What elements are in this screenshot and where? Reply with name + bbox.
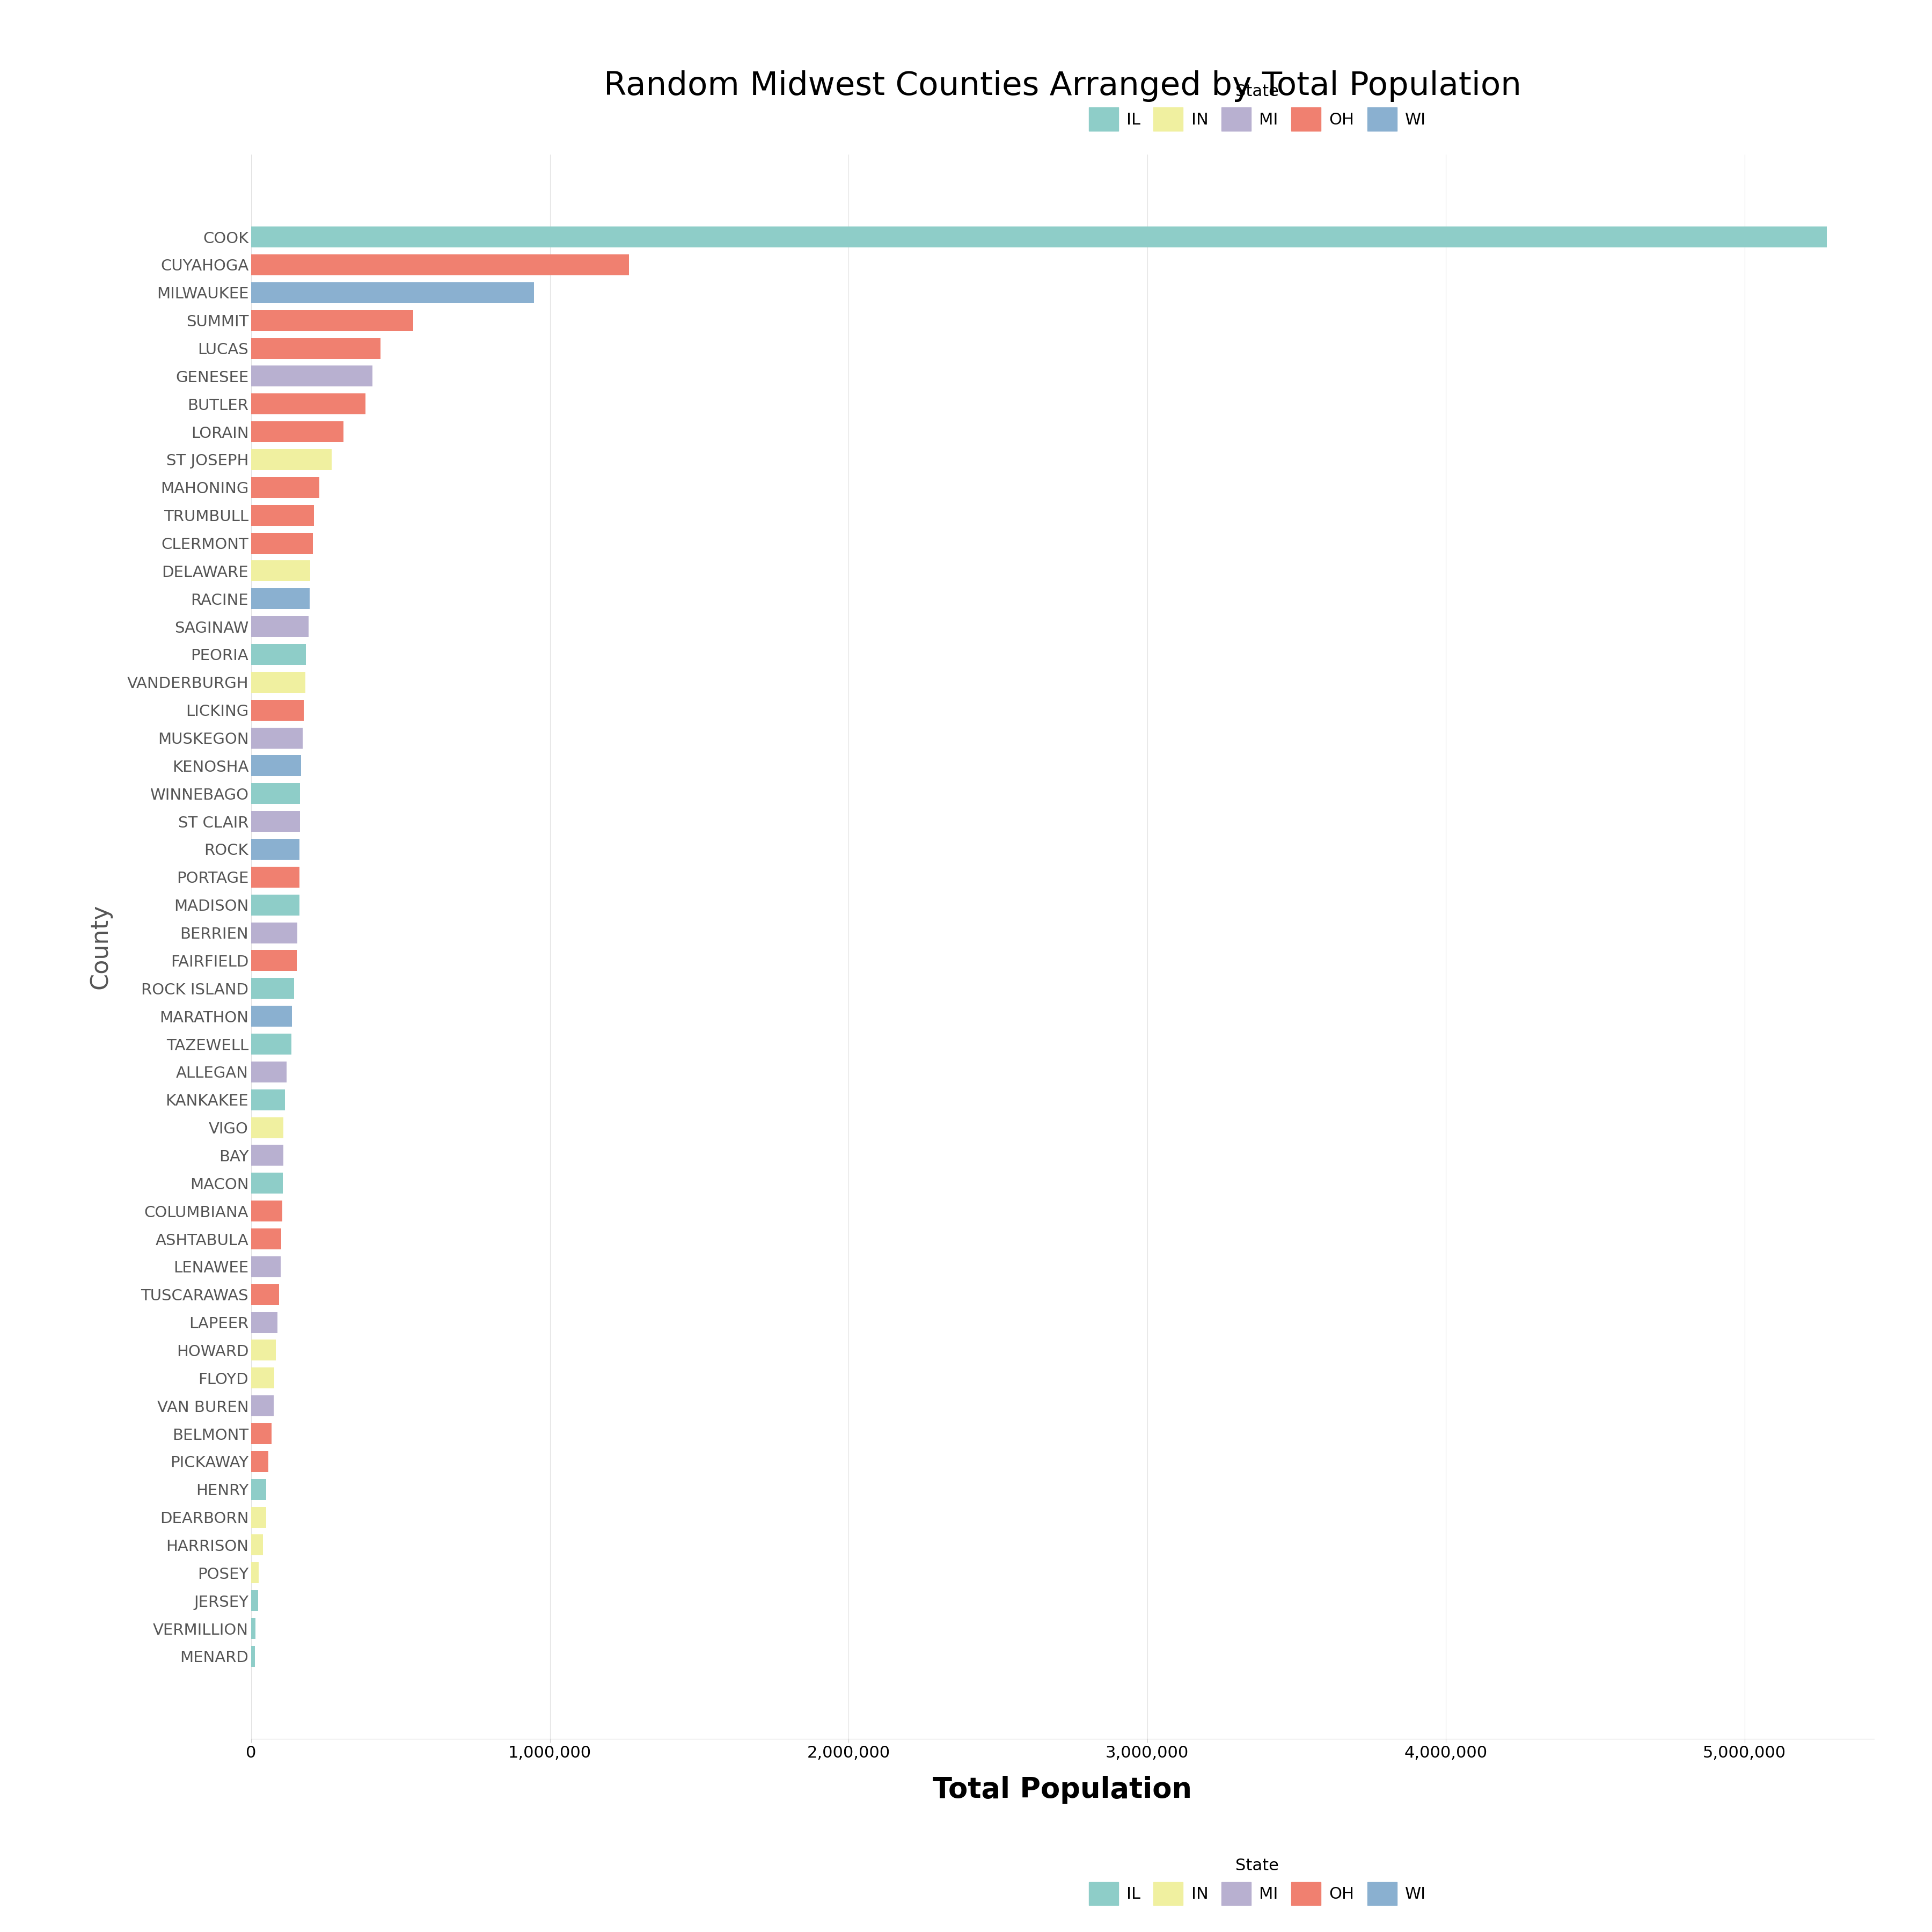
Bar (251, 1229, 282, 1250)
Bar (251, 1173, 282, 1194)
Bar (251, 1534, 263, 1555)
Title: Random Midwest Counties Arranged by Total Population: Random Midwest Counties Arranged by Tota… (603, 70, 1522, 102)
Bar (251, 1061, 286, 1082)
Bar (251, 1256, 280, 1277)
Bar (251, 1312, 278, 1333)
Bar (251, 421, 344, 442)
Bar (251, 1285, 278, 1304)
Bar (251, 755, 301, 777)
Bar (251, 226, 1828, 247)
Bar (251, 728, 303, 748)
Bar (251, 811, 299, 833)
Bar (251, 589, 309, 609)
Bar (251, 672, 305, 694)
Bar (251, 978, 294, 999)
Bar (251, 477, 319, 498)
Bar (251, 1007, 292, 1026)
Y-axis label: County: County (89, 904, 112, 989)
X-axis label: Total Population: Total Population (933, 1776, 1192, 1803)
Bar (251, 1339, 276, 1360)
Bar (251, 1200, 282, 1221)
Bar (251, 504, 315, 526)
Bar (251, 782, 299, 804)
Bar (251, 309, 413, 330)
Bar (251, 699, 303, 721)
Legend: IL, IN, MI, OH, WI: IL, IN, MI, OH, WI (1080, 1851, 1434, 1913)
Bar (251, 1619, 255, 1638)
Bar (251, 895, 299, 916)
Bar (251, 922, 298, 943)
Bar (251, 255, 630, 274)
Bar (251, 282, 535, 303)
Bar (251, 1451, 269, 1472)
Bar (251, 1368, 274, 1389)
Bar (251, 560, 309, 582)
Bar (251, 951, 298, 972)
Bar (251, 394, 365, 415)
Bar (251, 867, 299, 887)
Bar (251, 338, 381, 359)
Bar (251, 643, 305, 665)
Bar (251, 1146, 284, 1165)
Bar (251, 616, 309, 638)
Bar (251, 365, 373, 386)
Bar (251, 1117, 284, 1138)
Bar (251, 1563, 259, 1584)
Bar (251, 1424, 270, 1443)
Bar (251, 1507, 267, 1528)
Bar (251, 1034, 292, 1055)
Bar (251, 450, 332, 469)
Bar (251, 1090, 284, 1111)
Bar (251, 1478, 267, 1499)
Bar (251, 1590, 257, 1611)
Bar (251, 1395, 274, 1416)
Bar (251, 533, 313, 554)
Bar (251, 838, 299, 860)
Bar (251, 1646, 255, 1667)
